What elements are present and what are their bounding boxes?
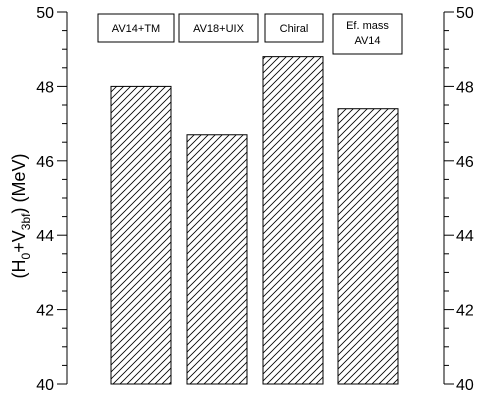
category-label: Chiral [280,23,309,35]
left-tick-label: 44 [36,228,54,245]
bar [337,108,399,385]
category-label-box [332,13,403,55]
left-tick-label: 50 [36,5,54,22]
category-label-box [178,13,259,43]
category-label: AV18+UIX [193,23,245,35]
category-label: AV14 [354,35,380,47]
left-tick-label: 46 [36,154,54,171]
right-tick-label: 42 [456,303,474,320]
left-tick-label: 48 [36,79,54,96]
right-tick-label: 46 [456,154,474,171]
axis-ticks: 40 40 42 42 44 44 46 46 48 48 50 50 [36,5,474,394]
right-tick-label: 44 [456,228,474,245]
y-axis-label: (H0+V3bf) (MeV) [9,154,33,279]
left-tick-label: 40 [36,377,54,394]
bar [186,134,248,385]
right-tick-label: 48 [456,79,474,96]
category-label: AV14+TM [112,23,160,35]
right-tick-label: 40 [456,377,474,394]
left-tick-label: 42 [36,303,54,320]
legend-group: AV14+TM AV18+UIX Chiral Ef. mass AV14 [97,13,403,55]
category-label-box [97,13,175,43]
category-label: Ef. mass [346,20,389,32]
bar [262,56,324,385]
bar [110,85,172,385]
category-label-box [264,13,324,43]
right-tick-label: 50 [456,5,474,22]
bars-group [110,56,399,385]
